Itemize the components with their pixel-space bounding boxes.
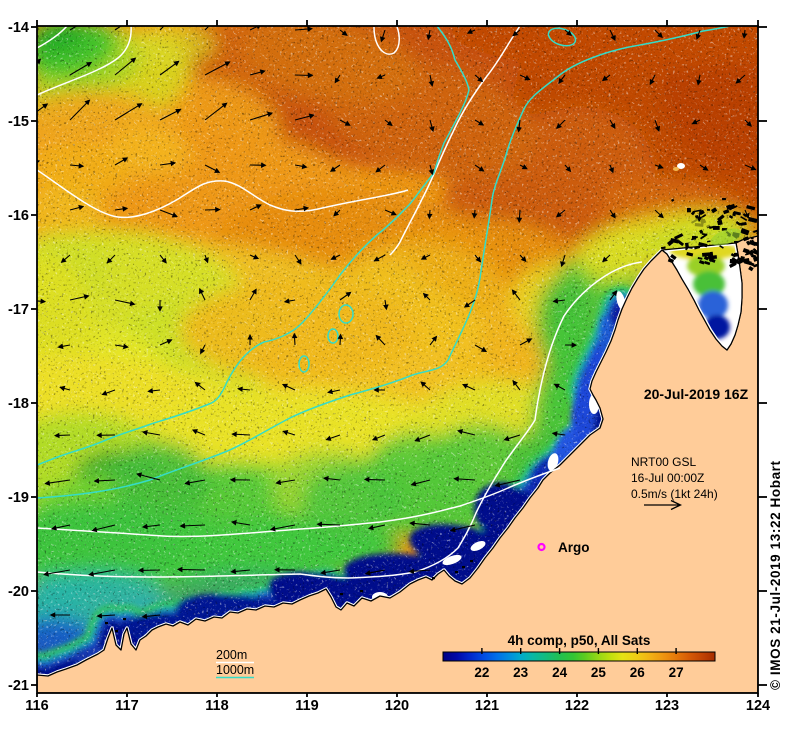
- svg-text:25: 25: [591, 665, 607, 680]
- svg-text:© IMOS 21-Jul-2019 13:22 Hobar: © IMOS 21-Jul-2019 13:22 Hobart: [768, 460, 783, 690]
- svg-text:0.5m/s (1kt 24h): 0.5m/s (1kt 24h): [631, 487, 718, 501]
- svg-text:1000m: 1000m: [216, 663, 254, 677]
- svg-text:-18: -18: [8, 396, 29, 412]
- svg-text:-15: -15: [8, 114, 29, 130]
- svg-text:22: 22: [474, 665, 489, 680]
- svg-text:122: 122: [565, 698, 589, 714]
- svg-text:NRT00 GSL: NRT00 GSL: [631, 455, 696, 469]
- svg-text:27: 27: [669, 665, 684, 680]
- svg-text:23: 23: [513, 665, 529, 680]
- svg-text:4h comp, p50, All Sats: 4h comp, p50, All Sats: [508, 633, 651, 648]
- svg-text:119: 119: [295, 698, 318, 714]
- svg-text:24: 24: [552, 665, 568, 680]
- svg-text:26: 26: [630, 665, 646, 680]
- svg-text:-16: -16: [8, 208, 29, 224]
- svg-text:123: 123: [655, 698, 679, 714]
- svg-text:-20: -20: [8, 584, 29, 600]
- svg-text:20-Jul-2019 16Z: 20-Jul-2019 16Z: [644, 386, 749, 402]
- svg-text:118: 118: [205, 698, 228, 714]
- svg-text:124: 124: [746, 698, 770, 714]
- svg-text:-17: -17: [8, 302, 29, 318]
- svg-text:117: 117: [115, 698, 138, 714]
- svg-text:121: 121: [475, 698, 499, 714]
- svg-text:-21: -21: [8, 678, 29, 694]
- svg-text:-14: -14: [8, 20, 29, 36]
- svg-text:Argo: Argo: [558, 540, 590, 555]
- svg-text:120: 120: [385, 698, 409, 714]
- svg-text:16-Jul 00:00Z: 16-Jul 00:00Z: [631, 471, 704, 485]
- svg-text:200m: 200m: [216, 648, 247, 662]
- svg-text:-19: -19: [8, 490, 29, 506]
- svg-text:116: 116: [25, 698, 48, 714]
